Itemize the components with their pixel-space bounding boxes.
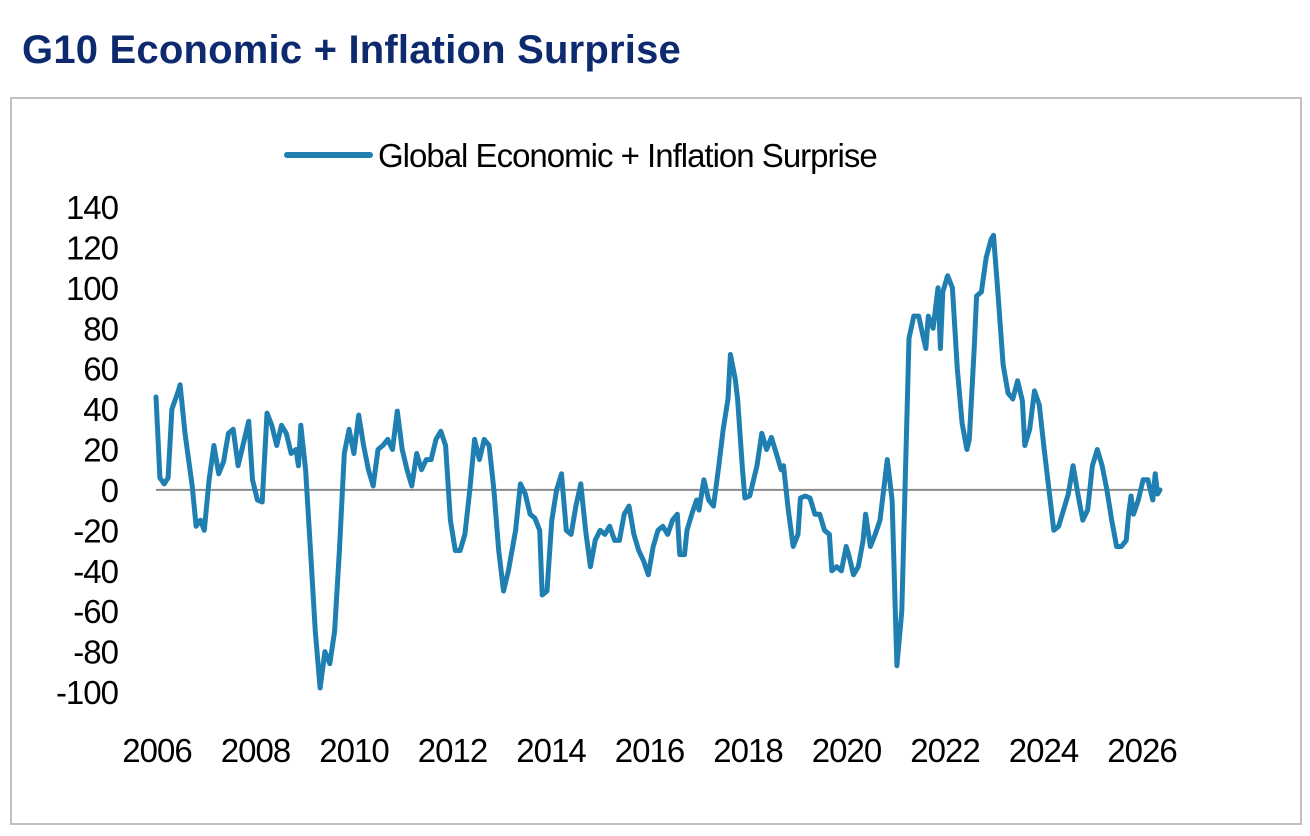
plot-area	[153, 232, 1163, 691]
x-tick-label: 2026	[1107, 732, 1176, 769]
x-tick-label: 2006	[122, 732, 191, 769]
x-axis-ticks: 2006 2008 2010 2012 2014 2016 2018 2020 2022 2024…	[122, 732, 1177, 769]
y-tick-label: 120	[66, 229, 119, 266]
y-tick-label: -20	[73, 512, 118, 549]
y-tick-label: 80	[83, 310, 118, 347]
x-tick-label: 2024	[1009, 732, 1079, 769]
y-tick-label: 100	[66, 270, 119, 307]
series-line	[153, 232, 1163, 691]
x-tick-label: 2008	[221, 732, 290, 769]
x-tick-label: 2010	[319, 732, 389, 769]
x-tick-label: 2016	[615, 732, 684, 769]
y-tick-label: 140	[66, 189, 119, 226]
y-tick-label: 40	[83, 391, 118, 428]
legend: Global Economic + Inflation Surprise	[284, 137, 878, 174]
legend-label: Global Economic + Inflation Surprise	[378, 137, 877, 174]
x-tick-label: 2018	[713, 732, 782, 769]
chart-title: G10 Economic + Inflation Surprise	[22, 28, 681, 72]
y-tick-label: -40	[73, 553, 118, 590]
chart-frame	[10, 97, 1302, 825]
y-tick-label: -80	[73, 634, 118, 671]
x-tick-label: 2020	[812, 732, 882, 769]
y-tick-label: 60	[83, 351, 118, 388]
x-tick-label: 2012	[418, 732, 487, 769]
x-tick-label: 2022	[910, 732, 979, 769]
x-tick-label: 2014	[516, 732, 586, 769]
y-tick-label: -60	[73, 593, 118, 630]
y-tick-label: 0	[101, 472, 119, 509]
y-tick-label: -100	[56, 674, 119, 711]
y-tick-label: 20	[83, 432, 118, 469]
